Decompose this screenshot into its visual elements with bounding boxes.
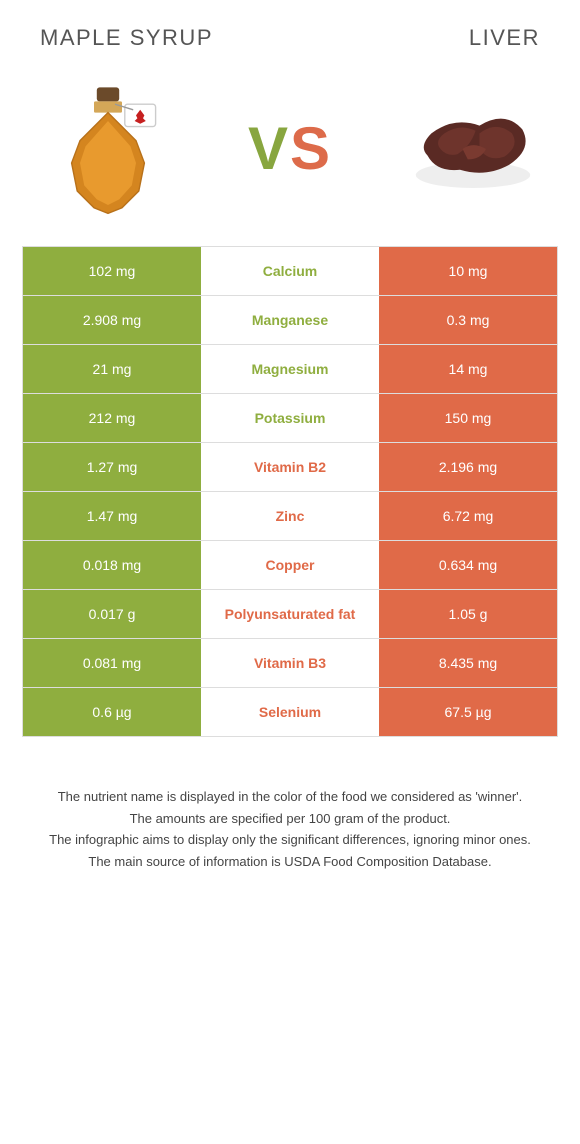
header: MAPLE SYRUP LIVER — [0, 0, 580, 61]
nutrient-label: Manganese — [201, 296, 379, 344]
table-row: 1.27 mgVitamin B22.196 mg — [23, 442, 557, 491]
value-right: 6.72 mg — [379, 492, 557, 540]
vs-label: VS — [248, 114, 332, 183]
nutrient-label: Zinc — [201, 492, 379, 540]
table-row: 0.081 mgVitamin B38.435 mg — [23, 638, 557, 687]
food1-title: MAPLE SYRUP — [40, 25, 213, 51]
nutrient-label: Calcium — [201, 247, 379, 295]
value-left: 0.081 mg — [23, 639, 201, 687]
value-left: 212 mg — [23, 394, 201, 442]
nutrient-label: Polyunsaturated fat — [201, 590, 379, 638]
footer-line-4: The main source of information is USDA F… — [30, 852, 550, 872]
value-right: 14 mg — [379, 345, 557, 393]
food2-image — [395, 71, 550, 226]
value-right: 67.5 µg — [379, 688, 557, 736]
value-left: 21 mg — [23, 345, 201, 393]
value-right: 8.435 mg — [379, 639, 557, 687]
value-left: 0.6 µg — [23, 688, 201, 736]
nutrient-table: 102 mgCalcium10 mg2.908 mgManganese0.3 m… — [22, 246, 558, 737]
table-row: 1.47 mgZinc6.72 mg — [23, 491, 557, 540]
footer-line-2: The amounts are specified per 100 gram o… — [30, 809, 550, 829]
nutrient-label: Magnesium — [201, 345, 379, 393]
value-left: 1.47 mg — [23, 492, 201, 540]
table-row: 21 mgMagnesium14 mg — [23, 344, 557, 393]
value-left: 0.018 mg — [23, 541, 201, 589]
value-left: 0.017 g — [23, 590, 201, 638]
nutrient-label: Vitamin B3 — [201, 639, 379, 687]
vs-s: S — [290, 115, 332, 182]
liver-icon — [398, 84, 548, 214]
nutrient-label: Selenium — [201, 688, 379, 736]
value-left: 2.908 mg — [23, 296, 201, 344]
value-left: 102 mg — [23, 247, 201, 295]
table-row: 0.017 gPolyunsaturated fat1.05 g — [23, 589, 557, 638]
table-row: 0.018 mgCopper0.634 mg — [23, 540, 557, 589]
table-row: 0.6 µgSelenium67.5 µg — [23, 687, 557, 736]
table-row: 2.908 mgManganese0.3 mg — [23, 295, 557, 344]
images-row: VS — [0, 61, 580, 246]
footer-line-3: The infographic aims to display only the… — [30, 830, 550, 850]
food2-title: LIVER — [469, 25, 540, 51]
value-right: 0.634 mg — [379, 541, 557, 589]
value-right: 0.3 mg — [379, 296, 557, 344]
table-row: 212 mgPotassium150 mg — [23, 393, 557, 442]
vs-v: V — [248, 115, 290, 182]
food1-image — [30, 71, 185, 226]
value-right: 1.05 g — [379, 590, 557, 638]
value-right: 150 mg — [379, 394, 557, 442]
nutrient-label: Copper — [201, 541, 379, 589]
footer-line-1: The nutrient name is displayed in the co… — [30, 787, 550, 807]
value-right: 10 mg — [379, 247, 557, 295]
value-left: 1.27 mg — [23, 443, 201, 491]
table-row: 102 mgCalcium10 mg — [23, 247, 557, 295]
maple-syrup-icon — [38, 79, 178, 219]
nutrient-label: Vitamin B2 — [201, 443, 379, 491]
nutrient-label: Potassium — [201, 394, 379, 442]
value-right: 2.196 mg — [379, 443, 557, 491]
footer: The nutrient name is displayed in the co… — [0, 737, 580, 903]
